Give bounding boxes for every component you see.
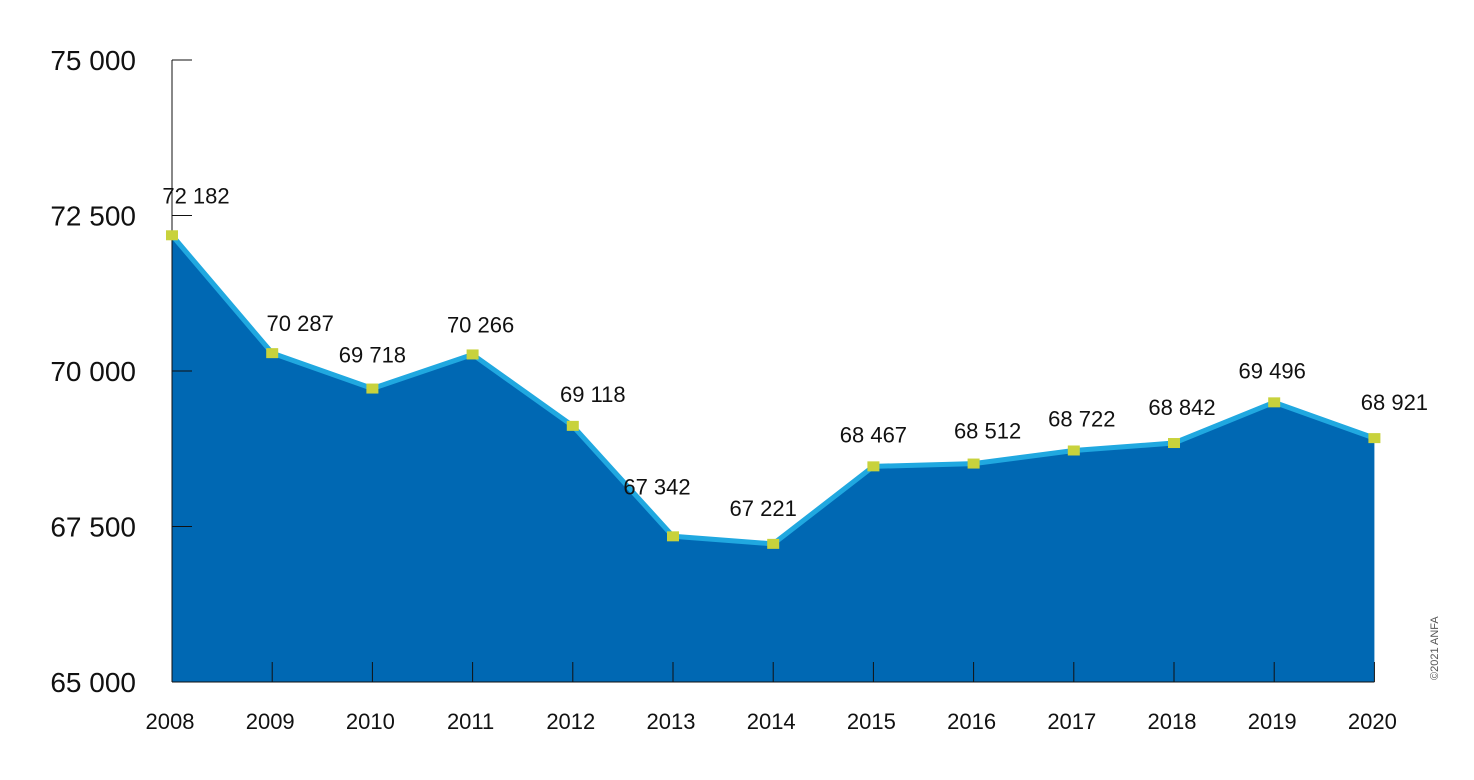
data-point-marker <box>1067 445 1080 456</box>
copyright-credit: ©2021 ANFA <box>1429 616 1441 680</box>
x-tick-label: 2017 <box>1047 709 1096 734</box>
x-tick-label: 2012 <box>546 709 595 734</box>
data-label: 67 342 <box>623 474 690 499</box>
data-label: 68 512 <box>954 419 1021 444</box>
x-tick-label: 2009 <box>246 709 295 734</box>
x-tick-label: 2016 <box>947 709 996 734</box>
data-label: 69 496 <box>1239 358 1306 383</box>
data-label: 68 842 <box>1148 395 1215 420</box>
data-point-marker <box>867 461 880 472</box>
data-label: 68 467 <box>840 422 907 447</box>
data-point-marker <box>366 383 379 394</box>
area-fill <box>172 235 1375 683</box>
data-point-marker <box>266 348 279 359</box>
data-label: 70 287 <box>267 311 334 336</box>
data-label: 69 718 <box>339 343 406 368</box>
x-tick-label: 2015 <box>847 709 896 734</box>
data-point-marker <box>566 420 579 431</box>
data-label: 67 221 <box>730 496 797 521</box>
y-tick-label: 67 500 <box>50 512 136 543</box>
data-label: 68 722 <box>1048 406 1115 431</box>
data-label: 70 266 <box>447 312 514 337</box>
x-tick-label: 2018 <box>1148 709 1197 734</box>
x-tick-label: 2013 <box>647 709 696 734</box>
x-tick-label: 2014 <box>747 709 796 734</box>
x-tick-label: 2020 <box>1348 709 1397 734</box>
x-tick-label: 2008 <box>146 709 195 734</box>
x-tick-label: 2011 <box>447 709 494 734</box>
data-point-marker <box>967 458 980 469</box>
data-point-marker <box>1268 397 1281 408</box>
data-label: 68 921 <box>1361 390 1428 415</box>
data-point-marker <box>767 538 780 549</box>
x-tick-label: 2019 <box>1248 709 1297 734</box>
axis-layer: 75 000 72 500 70 000 67 500 65 000 2008 2009 20… <box>50 45 1397 734</box>
marker-layer <box>166 230 1381 549</box>
data-label: 69 118 <box>560 382 626 407</box>
data-point-marker <box>166 230 178 241</box>
y-tick-label: 75 000 <box>50 45 136 76</box>
area-layer <box>170 233 1376 683</box>
data-point-marker <box>1168 438 1180 449</box>
data-point-marker <box>466 349 479 360</box>
data-label: 72 182 <box>162 183 229 208</box>
data-point-marker <box>667 531 679 542</box>
x-tick-label: 2010 <box>346 709 395 734</box>
y-tick-label: 70 000 <box>50 356 136 387</box>
y-tick-label: 72 500 <box>50 201 136 232</box>
data-point-marker <box>1368 433 1381 444</box>
y-tick-label: 65 000 <box>50 667 136 698</box>
